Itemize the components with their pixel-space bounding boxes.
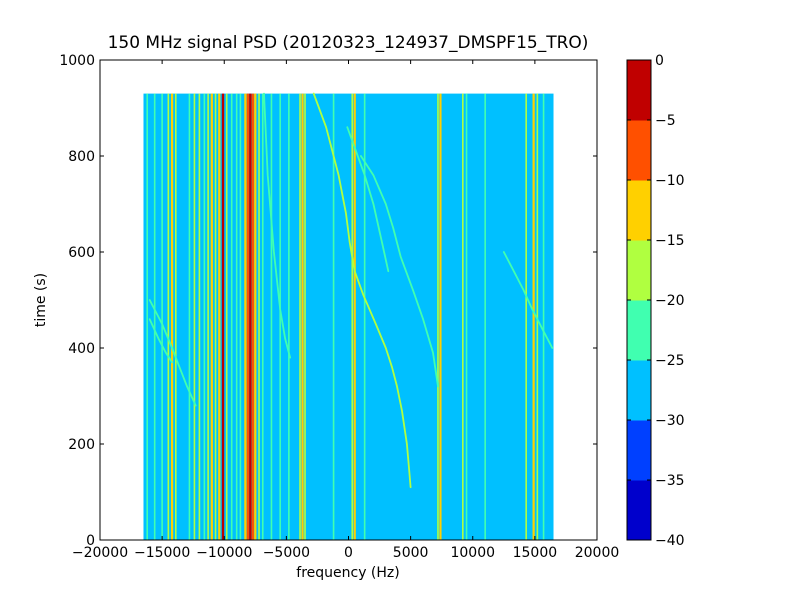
y-tick-label: 0 — [86, 533, 95, 549]
heatmap-curve — [360, 155, 439, 388]
heatmap-line — [221, 93, 225, 540]
y-tick-label: 800 — [68, 149, 95, 165]
x-tick-label: −5000 — [263, 545, 310, 561]
heatmap-line — [167, 93, 170, 540]
y-axis-label: time (s) — [33, 273, 49, 327]
x-tick-label: −10000 — [196, 545, 252, 561]
heatmap-line — [188, 93, 191, 540]
heatmap-line — [484, 93, 486, 540]
heatmap-line — [218, 93, 221, 540]
colorbar-band — [627, 480, 651, 541]
colorbar-band — [627, 240, 651, 301]
x-tick-label: 20000 — [575, 545, 620, 561]
colorbar-band — [627, 420, 651, 481]
heatmap-line — [246, 93, 249, 540]
plot-area — [100, 60, 597, 540]
colorbar-tick-label: −10 — [655, 173, 685, 189]
colorbar-tick-label: −5 — [655, 113, 676, 129]
colorbar-tick-label: −15 — [655, 233, 685, 249]
heatmap-line — [251, 93, 254, 540]
heatmap-line — [258, 93, 260, 540]
heatmap-line — [244, 93, 247, 540]
heatmap-curve — [502, 251, 554, 349]
heatmap-line — [153, 93, 156, 540]
heatmap-line — [270, 93, 273, 540]
heatmap-line — [146, 93, 149, 540]
heatmap-line — [170, 93, 174, 540]
x-tick-label: 0 — [344, 545, 353, 561]
heatmap-line — [353, 93, 356, 540]
heatmap-line — [203, 93, 206, 540]
x-tick-label: −15000 — [134, 545, 190, 561]
x-tick-label: 15000 — [513, 545, 558, 561]
x-tick-label: 5000 — [393, 545, 429, 561]
heatmap-line — [207, 93, 209, 540]
colorbar-tick-label: −25 — [655, 353, 685, 369]
heatmap-line — [304, 93, 306, 540]
colorbar-band — [627, 300, 651, 361]
heatmap-line — [437, 93, 439, 540]
heatmap-curve — [148, 299, 197, 407]
heatmap-curve — [346, 126, 390, 273]
heatmap-line — [193, 93, 196, 540]
y-tick-label: 200 — [68, 437, 95, 453]
colorbar-tick-label: −35 — [655, 473, 685, 489]
colorbar: 0 −5 −10 −15 −20 −25 −30 −35 −40 — [626, 53, 685, 549]
heatmap-curve — [148, 318, 173, 364]
heatmap-line — [351, 93, 354, 540]
heatmap-line — [254, 93, 257, 540]
colorbar-band — [627, 120, 651, 181]
heatmap-line — [198, 93, 201, 540]
x-tick-label: 10000 — [450, 545, 495, 561]
heatmap-line — [279, 93, 281, 540]
heatmap-line — [214, 93, 217, 540]
heatmap-line — [249, 93, 252, 540]
y-axis: 0 200 400 600 800 1000 — [59, 53, 597, 549]
heatmap-line — [301, 93, 304, 540]
heatmap-line — [225, 93, 228, 540]
heatmap-line — [230, 93, 233, 540]
x-tick-label: −20000 — [72, 545, 128, 561]
heatmap-line — [465, 93, 468, 540]
x-axis-label: frequency (Hz) — [296, 565, 399, 581]
heatmap-line — [288, 93, 290, 540]
x-axis: −20000 −15000 −10000 −5000 0 5000 10000 15000 20… — [72, 60, 619, 561]
colorbar-band — [627, 60, 651, 121]
heatmap-line — [261, 93, 264, 540]
colorbar-band — [627, 360, 651, 421]
heatmap-line — [462, 93, 464, 540]
heatmap-line — [532, 93, 535, 540]
heatmap-line — [525, 93, 527, 540]
heatmap-line — [210, 93, 213, 540]
heatmap-line — [299, 93, 301, 540]
y-tick-label: 400 — [68, 341, 95, 357]
heatmap-curve — [312, 92, 412, 489]
heatmap — [143, 92, 554, 540]
heatmap-line — [536, 93, 539, 540]
colorbar-band — [627, 180, 651, 241]
y-tick-label: 1000 — [59, 53, 95, 69]
heatmap-line — [542, 93, 545, 540]
heatmap-line — [161, 93, 163, 540]
y-tick-label: 600 — [68, 245, 95, 261]
heatmap-curve — [263, 92, 291, 359]
heatmap-line — [235, 93, 238, 540]
heatmap-line — [239, 93, 242, 540]
heatmap-line — [439, 93, 442, 540]
colorbar-tick-label: −30 — [655, 413, 685, 429]
chart-title: 150 MHz signal PSD (20120323_124937_DMSP… — [108, 33, 589, 53]
heatmap-line — [332, 93, 335, 540]
heatmap-line — [363, 93, 366, 540]
colorbar-tick-label: −20 — [655, 293, 685, 309]
colorbar-tick-label: 0 — [655, 53, 664, 69]
heatmap-line — [174, 93, 177, 540]
colorbar-tick-label: −40 — [655, 533, 685, 549]
